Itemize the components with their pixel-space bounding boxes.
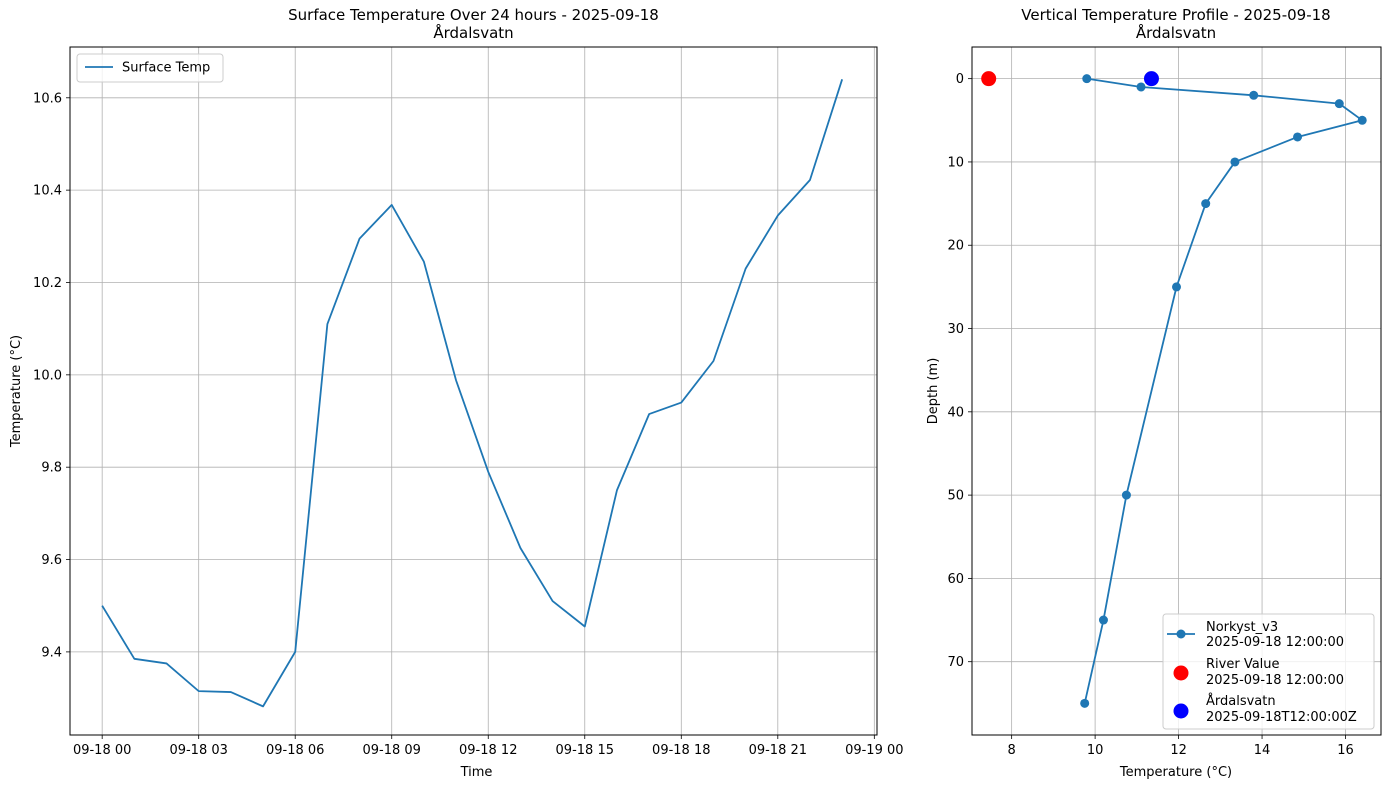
profile-norkyst-point (1201, 199, 1211, 209)
profile-norkyst-point (1098, 615, 1108, 625)
surface-chart-xlabel: Time (460, 765, 493, 780)
surface-chart-title: Surface Temperature Over 24 hours - 2025… (288, 6, 659, 24)
profile-y-tick-label: 20 (947, 239, 964, 254)
surface-y-tick-label: 10.6 (33, 91, 62, 106)
surface-chart-ticks: 09-18 00 09-18 03 09-18 06 09-18 09 09-18 12… (33, 91, 903, 758)
profile-chart-subtitle: Årdalsvatn (1136, 23, 1216, 42)
surface-x-tick-label: 09-19 00 (845, 743, 903, 758)
profile-x-tick-label: 10 (1087, 743, 1104, 758)
profile-y-tick-label: 30 (947, 322, 964, 337)
profile-legend-river-label: River Value (1206, 657, 1280, 672)
surface-y-tick-label: 10.0 (33, 368, 62, 383)
surface-x-tick-label: 09-18 09 (363, 743, 421, 758)
surface-chart-frame (69, 46, 878, 736)
profile-norkyst-point (1136, 82, 1146, 92)
surface-x-tick-label: 09-18 18 (652, 743, 710, 758)
profile-chart-ylabel: Depth (m) (926, 358, 941, 425)
profile-norkyst-point (1334, 99, 1344, 109)
profile-legend-box (1162, 613, 1375, 730)
profile-x-tick-label: 16 (1337, 743, 1354, 758)
surface-chart-grid (70, 47, 877, 735)
surface-legend-label: Surface Temp (122, 61, 210, 76)
surface-y-tick-label: 9.8 (41, 461, 62, 476)
profile-norkyst-point (1249, 90, 1259, 100)
profile-chart-frame (971, 46, 1382, 736)
profile-chart-xlabel: Temperature (°C) (1119, 765, 1232, 780)
profile-legend-lake-label: Årdalsvatn (1206, 693, 1276, 709)
surface-y-tick-label: 9.4 (41, 645, 62, 660)
surface-chart-subtitle: Årdalsvatn (433, 23, 513, 42)
profile-norkyst-point (1172, 282, 1181, 292)
profile-legend-norkyst-time: 2025-09-18 12:00:00 (1206, 635, 1344, 650)
profile-chart-ticks: 8 10 12 14 16 0 10 20 30 40 50 60 70 (947, 72, 1353, 758)
profile-norkyst-point (1230, 157, 1240, 167)
profile-y-tick-label: 50 (947, 489, 964, 504)
profile-legend-lake-marker (1173, 703, 1189, 719)
profile-legend-lake-time: 2025-09-18T12:00:00Z (1206, 710, 1357, 725)
profile-y-tick-label: 70 (947, 655, 964, 670)
profile-y-tick-label: 60 (947, 572, 964, 587)
surface-x-tick-label: 09-18 06 (266, 743, 324, 758)
surface-temp-line (101, 79, 844, 708)
profile-norkyst-point (1357, 115, 1367, 125)
profile-lake-point (1143, 71, 1159, 87)
surface-chart-series (101, 79, 844, 708)
surface-chart-legend: Surface Temp (76, 53, 224, 83)
profile-chart-series (981, 71, 1367, 708)
profile-legend-norkyst-marker (1176, 629, 1186, 639)
profile-x-tick-label: 12 (1170, 743, 1187, 758)
surface-x-tick-label: 09-18 21 (749, 743, 807, 758)
profile-legend-norkyst-label: Norkyst_v3 (1206, 620, 1278, 635)
profile-norkyst-point (1293, 132, 1303, 142)
surface-x-tick-label: 09-18 00 (73, 743, 131, 758)
profile-x-tick-label: 14 (1254, 743, 1271, 758)
surface-y-tick-label: 9.6 (41, 553, 62, 568)
profile-legend-river-marker (1173, 665, 1189, 681)
profile-y-tick-label: 10 (947, 155, 964, 170)
profile-y-tick-label: 0 (956, 72, 964, 87)
surface-y-tick-label: 10.2 (33, 276, 62, 291)
profile-norkyst-point (1121, 490, 1131, 500)
profile-river-point (981, 71, 997, 87)
profile-chart-legend: Norkyst_v3 2025-09-18 12:00:00 River Val… (1162, 613, 1375, 730)
surface-x-tick-label: 09-18 15 (556, 743, 614, 758)
surface-legend-box (76, 53, 224, 83)
surface-chart-ylabel: Temperature (°C) (9, 335, 24, 448)
surface-y-tick-label: 10.4 (33, 184, 62, 199)
vertical-profile-chart: Vertical Temperature Profile - 2025-09-1… (926, 6, 1382, 780)
surface-temp-chart: Surface Temperature Over 24 hours - 2025… (9, 6, 904, 780)
profile-norkyst-point (1082, 74, 1092, 84)
profile-chart-title: Vertical Temperature Profile - 2025-09-1… (1021, 6, 1330, 24)
profile-x-tick-label: 8 (1008, 743, 1016, 758)
profile-y-tick-label: 40 (947, 405, 964, 420)
surface-x-tick-label: 09-18 12 (459, 743, 517, 758)
profile-norkyst-line (1083, 77, 1364, 704)
profile-norkyst-point (1080, 698, 1090, 708)
surface-x-tick-label: 09-18 03 (169, 743, 227, 758)
profile-legend-river-time: 2025-09-18 12:00:00 (1206, 673, 1344, 688)
